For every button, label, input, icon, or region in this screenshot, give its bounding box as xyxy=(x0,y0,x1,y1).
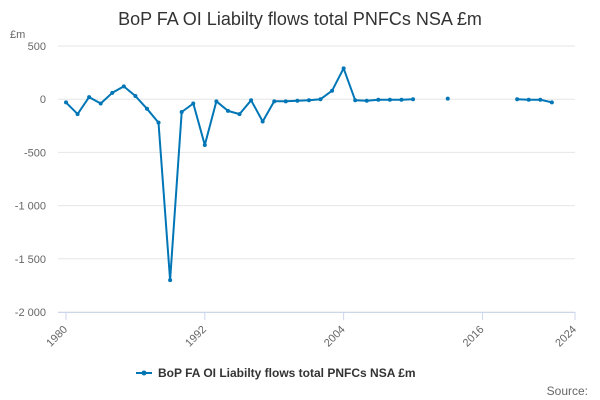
data-point[interactable] xyxy=(538,97,543,102)
gridlines xyxy=(58,45,575,313)
data-point[interactable] xyxy=(295,98,300,103)
y-tick-label: 0 xyxy=(40,94,46,106)
data-point[interactable] xyxy=(376,97,381,102)
x-tick-label: 2004 xyxy=(322,324,348,350)
series-line-segment xyxy=(516,98,553,104)
series-plot xyxy=(64,66,554,283)
data-point[interactable] xyxy=(549,100,554,105)
data-point[interactable] xyxy=(98,101,103,106)
x-tick-label: 2016 xyxy=(461,324,487,350)
y-tick-label: -1 000 xyxy=(15,201,46,213)
data-point[interactable] xyxy=(202,142,207,147)
y-tick-label: -1 500 xyxy=(15,254,46,266)
data-point[interactable] xyxy=(168,278,173,283)
x-tick-label: 1992 xyxy=(183,324,209,350)
data-point[interactable] xyxy=(353,98,358,103)
data-point[interactable] xyxy=(260,119,265,124)
data-point[interactable] xyxy=(341,66,346,71)
source-credit[interactable]: Source: xyxy=(547,384,588,398)
data-point[interactable] xyxy=(121,84,126,89)
data-point[interactable] xyxy=(156,120,161,125)
y-tick-label: 500 xyxy=(28,41,46,53)
legend[interactable]: BoP FA OI Liabilty flows total PNFCs NSA… xyxy=(136,366,416,380)
x-axis-ticks: 1980 1992 2004 2016 2024 xyxy=(44,324,579,350)
data-point[interactable] xyxy=(330,88,335,93)
data-point[interactable] xyxy=(214,99,219,104)
y-axis-unit-label: £m xyxy=(10,29,25,41)
data-point[interactable] xyxy=(306,98,311,103)
data-point[interactable] xyxy=(179,109,184,114)
chart-title: BoP FA OI Liabilty flows total PNFCs NSA… xyxy=(118,9,482,29)
data-point[interactable] xyxy=(283,99,288,104)
data-point[interactable] xyxy=(225,108,230,113)
data-point[interactable] xyxy=(110,90,115,95)
data-point[interactable] xyxy=(411,97,416,102)
data-point[interactable] xyxy=(526,97,531,102)
y-axis-ticks: 500 0 -500 -1 000 -1 500 -2 000 xyxy=(15,41,46,319)
series-line-segment xyxy=(65,67,414,282)
data-point[interactable] xyxy=(87,95,92,100)
legend-point-marker xyxy=(141,370,147,376)
x-axis xyxy=(58,312,576,320)
data-point[interactable] xyxy=(75,112,80,117)
data-point[interactable] xyxy=(399,97,404,102)
data-point[interactable] xyxy=(191,101,196,106)
data-point[interactable] xyxy=(144,106,149,111)
data-point[interactable] xyxy=(237,112,242,117)
legend-label[interactable]: BoP FA OI Liabilty flows total PNFCs NSA… xyxy=(158,366,416,380)
y-tick-label: -2 000 xyxy=(15,307,46,319)
data-point[interactable] xyxy=(272,99,277,104)
x-tick-label: 1980 xyxy=(44,324,70,350)
data-point[interactable] xyxy=(249,98,254,103)
data-point[interactable] xyxy=(133,94,138,99)
y-tick-label: -500 xyxy=(24,147,46,159)
data-point[interactable] xyxy=(515,97,520,102)
data-point[interactable] xyxy=(364,98,369,103)
x-tick-label: 2024 xyxy=(553,324,579,350)
data-point[interactable] xyxy=(445,96,450,101)
data-point[interactable] xyxy=(318,97,323,102)
data-point[interactable] xyxy=(64,100,68,105)
data-point[interactable] xyxy=(387,97,392,102)
